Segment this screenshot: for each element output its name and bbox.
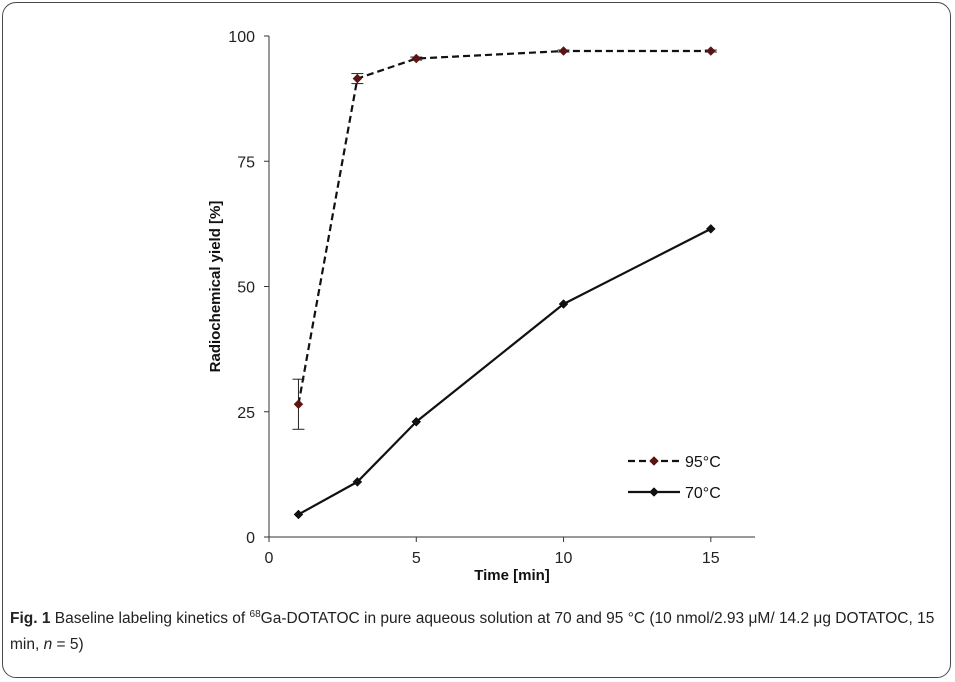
line-chart: 0 25 50 75 100 0 5 10 15 Time [min] Radiochemica… <box>207 29 755 584</box>
chart-legend: 95°C 70°C <box>628 454 721 502</box>
series-95c-point <box>411 53 422 64</box>
figure-caption: Fig. 1 Baseline labeling kinetics of 68G… <box>10 606 940 658</box>
series-95c-point <box>705 46 716 56</box>
series-95c-point <box>293 399 304 410</box>
y-tick-label: 75 <box>237 154 255 171</box>
series-70c <box>293 224 716 520</box>
caption-isotope-superscript: 68 <box>249 608 261 620</box>
y-tick-label: 0 <box>246 530 255 547</box>
caption-n-symbol: n <box>43 636 53 653</box>
series-70c-point <box>293 509 304 520</box>
y-tick-label: 100 <box>228 29 255 46</box>
series-70c-point <box>558 299 569 309</box>
caption-text-before: Baseline labeling kinetics of <box>50 610 250 627</box>
series-70c-point <box>411 416 422 427</box>
legend-70c-marker <box>649 487 659 497</box>
series-95c-line <box>297 49 711 405</box>
series-70c-point <box>352 477 363 487</box>
x-axis-label: Time [min] <box>474 567 550 584</box>
x-tick-label: 0 <box>265 550 274 567</box>
y-tick-label: 50 <box>237 280 255 297</box>
series-95c-point <box>558 46 569 56</box>
y-axis-label: Radiochemical yield [%] <box>207 201 224 373</box>
caption-text-after: Ga-DOTATOC in pure aqueous solution at 7… <box>10 610 935 653</box>
legend-95c-marker <box>649 456 659 466</box>
series-95c-point <box>352 73 363 84</box>
legend-70c-label: 70°C <box>685 485 721 502</box>
x-tick-label: 10 <box>555 550 573 567</box>
x-tick-label: 15 <box>702 550 720 567</box>
series-70c-point <box>705 224 716 234</box>
chart-axes: 0 25 50 75 100 0 5 10 15 <box>228 29 755 567</box>
legend-95c-label: 95°C <box>685 454 721 471</box>
y-tick-label: 25 <box>237 405 255 422</box>
caption-n-value: = 5) <box>52 636 84 653</box>
chart-series-layer <box>292 46 717 520</box>
series-95c <box>292 46 717 430</box>
figure-label: Fig. 1 <box>10 610 51 627</box>
x-tick-label: 5 <box>412 550 421 567</box>
series-70c-line <box>297 227 712 516</box>
